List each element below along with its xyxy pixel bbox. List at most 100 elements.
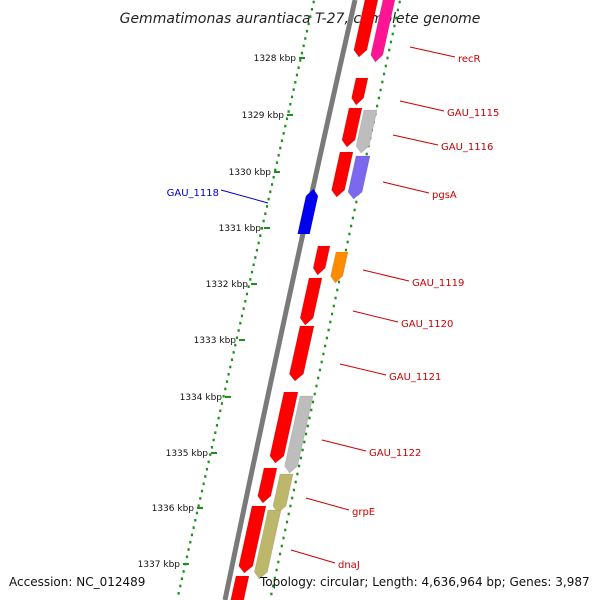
track-dot <box>179 584 182 588</box>
track-dot <box>384 64 387 68</box>
track-dot <box>334 296 337 300</box>
track-dot <box>204 475 207 478</box>
tick-label: 1336 kbp <box>152 504 195 514</box>
track-dot <box>396 8 400 12</box>
track-dot <box>292 488 296 492</box>
track-dot <box>270 592 273 596</box>
track-dot <box>200 489 204 493</box>
track-dot <box>304 432 308 436</box>
track-dot <box>254 256 257 259</box>
track-dot <box>329 320 332 324</box>
track-dot <box>299 59 302 62</box>
track-dot <box>298 464 301 468</box>
gene-label: GAU_1120 <box>401 319 453 330</box>
gene-label: GAU_1119 <box>412 278 464 289</box>
track-dot <box>224 387 227 391</box>
track-dot <box>330 312 334 316</box>
track-dot <box>289 504 292 508</box>
track-dot <box>350 224 353 228</box>
track-dot <box>355 200 358 204</box>
map-title: Gemmatimonas aurantiaca T-27, complete g… <box>120 11 481 27</box>
label-leader-lines <box>220 46 456 564</box>
track-dot <box>185 555 189 559</box>
tick-label: 1328 kbp <box>254 54 297 64</box>
track-dot <box>190 533 194 537</box>
gene-pgsa-a <box>331 151 354 198</box>
track-dot <box>272 175 275 179</box>
gene-label: GAU_1121 <box>389 372 441 383</box>
track-dot <box>222 394 225 398</box>
track-dot <box>259 234 262 237</box>
track-dot <box>395 16 398 20</box>
track-dot <box>285 520 289 524</box>
gene-label: GAU_1115 <box>447 108 499 119</box>
track-dot <box>295 73 299 77</box>
track-dot <box>294 480 297 484</box>
track-dot <box>282 536 285 540</box>
gene-grpe <box>272 473 294 514</box>
track-dot <box>306 424 309 428</box>
track-dot <box>324 344 327 348</box>
track-dot <box>202 482 205 486</box>
track-dot <box>389 40 393 44</box>
track-dot <box>242 307 245 310</box>
track-dot <box>311 400 315 404</box>
track-dot <box>230 358 234 361</box>
topology-text: Topology: circular; Length: 4,636,964 bp… <box>259 575 590 589</box>
track-dot <box>279 146 282 150</box>
track-dot <box>289 102 292 106</box>
track-dot <box>255 248 259 252</box>
track-dot <box>305 29 309 33</box>
track-dot <box>182 570 185 573</box>
track-dot <box>205 467 209 471</box>
track-dot <box>244 300 247 303</box>
track-dot <box>301 448 304 452</box>
track-dot <box>280 544 283 548</box>
track-dot <box>322 352 325 356</box>
track-dot <box>377 96 380 100</box>
track-dot <box>287 512 290 516</box>
track-dot <box>300 51 304 55</box>
leader-line <box>352 310 399 323</box>
gene-label: dnaJ <box>338 560 360 571</box>
track-dot <box>260 227 264 230</box>
track-dot <box>245 292 249 296</box>
track-dot <box>240 314 244 318</box>
track-dot <box>379 88 382 92</box>
track-dot <box>207 460 210 464</box>
gene-grpe-a <box>257 467 278 504</box>
track-dot <box>291 496 294 500</box>
track-dot <box>274 168 277 172</box>
gene-label: GAU_1116 <box>441 142 493 153</box>
gene-pgsa <box>347 155 371 200</box>
track-dot <box>282 132 285 135</box>
track-dot <box>344 248 348 252</box>
tick-label: 1337 kbp <box>138 560 181 570</box>
track-dot <box>227 373 230 376</box>
gene-gau1122 <box>284 395 314 474</box>
track-dot <box>249 278 252 281</box>
gene-gau1116 <box>355 109 378 154</box>
track-dot <box>285 117 289 121</box>
track-dot <box>292 88 295 91</box>
track-dot <box>280 139 284 142</box>
gene-gau1119 <box>330 251 349 284</box>
track-dot <box>299 456 302 460</box>
tick-label: 1331 kbp <box>219 224 262 234</box>
track-dot <box>199 497 202 500</box>
track-dot <box>290 95 294 99</box>
track-dot <box>273 576 276 580</box>
track-dot <box>337 280 341 284</box>
gene-gau1115 <box>351 77 369 106</box>
gene-label: recR <box>458 54 481 65</box>
track-dot <box>215 424 219 427</box>
track-dot <box>270 183 274 186</box>
track-dot <box>277 154 280 157</box>
track-dot <box>232 351 235 354</box>
track-dot <box>189 540 192 544</box>
gene-gau1119-a <box>312 245 331 276</box>
track-dot <box>180 577 184 580</box>
track-dot <box>275 568 278 572</box>
